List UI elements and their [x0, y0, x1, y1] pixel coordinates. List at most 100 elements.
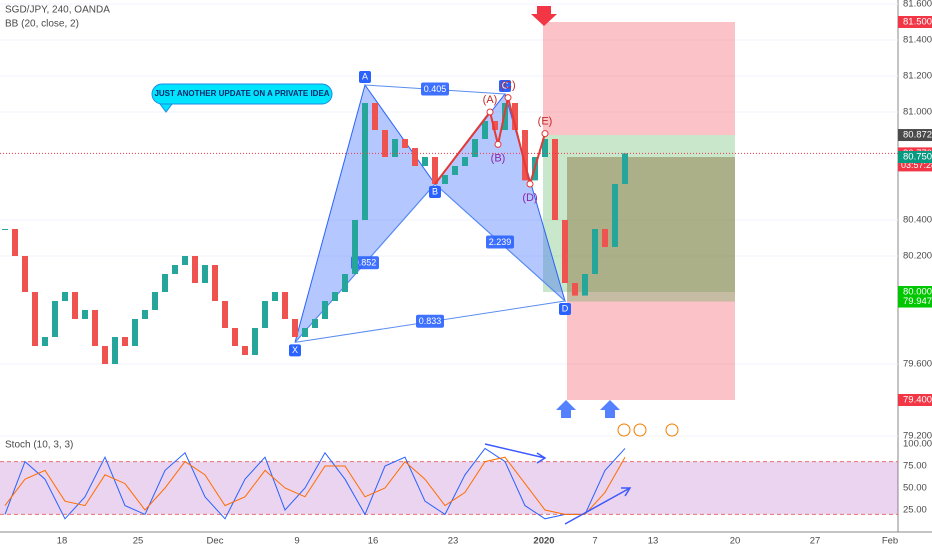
candle [602, 229, 608, 247]
candle [22, 256, 28, 292]
up-arrow [556, 400, 576, 418]
price-label-box [898, 394, 932, 406]
candle [32, 292, 38, 346]
candle [242, 346, 248, 355]
candle [72, 292, 78, 319]
candle [232, 328, 238, 346]
candle [92, 310, 98, 346]
chart-title: SGD/JPY, 240, OANDA [5, 5, 110, 16]
candle [422, 157, 428, 166]
candle [342, 274, 348, 292]
stoch-label: Stoch (10, 3, 3) [5, 440, 73, 451]
y-tick-label: 81.400 [903, 35, 932, 46]
point-box [359, 71, 371, 83]
wave-point [541, 130, 549, 138]
stoch-tick-label: 50.00 [903, 483, 927, 494]
wave-point [504, 94, 512, 102]
candle [592, 229, 598, 274]
event-icon [617, 423, 631, 437]
ratio-box [421, 82, 449, 96]
candle [572, 283, 578, 296]
candle [102, 346, 108, 364]
stop-zone [567, 157, 735, 400]
up-arrow [600, 400, 620, 418]
price-label: 79.400 [903, 395, 932, 406]
point-box [429, 186, 441, 198]
candle [142, 310, 148, 319]
wave-label: (E) [538, 116, 553, 128]
x-tick-label: 18 [57, 536, 68, 547]
wave-label: (A) [483, 94, 498, 106]
x-tick-label: 16 [368, 536, 379, 547]
wave-label: (C) [500, 80, 515, 92]
x-tick-label: 23 [448, 536, 459, 547]
price-label-box [898, 286, 932, 298]
point-box [499, 80, 511, 92]
countdown: 03:57:28 [901, 160, 932, 170]
divergence-arrow [564, 487, 632, 525]
candle [472, 139, 478, 157]
candle [222, 301, 228, 328]
x-tick-label: Feb [882, 536, 898, 547]
point-box [289, 344, 301, 357]
indicator-label: BB (20, close, 2) [5, 19, 79, 30]
y-tick-label: 81.200 [903, 71, 932, 82]
event-icon [665, 423, 679, 437]
callout-tail [159, 103, 173, 113]
candle [512, 103, 518, 130]
candle [542, 139, 548, 157]
candle [12, 229, 18, 256]
candle [62, 292, 68, 301]
candle [392, 139, 398, 157]
candle [352, 220, 358, 274]
point-label: A [362, 71, 368, 81]
callout-text: JUST ANOTHER UPDATE ON A PRIVATE IDEA [154, 89, 329, 98]
candle [452, 166, 458, 175]
point-label: D [562, 303, 569, 313]
candle [332, 292, 338, 301]
candle [482, 121, 488, 139]
ratio-box [416, 314, 444, 328]
ratio-label: 0.405 [424, 84, 447, 94]
candle [282, 292, 288, 319]
candle [552, 139, 558, 220]
candle [252, 328, 258, 355]
candle [502, 103, 508, 130]
candle [562, 220, 568, 283]
candle [462, 157, 468, 166]
stoch-tick-label: 100.00 [903, 439, 932, 450]
candle [52, 301, 58, 337]
candle [372, 103, 378, 130]
down-arrow [531, 6, 557, 26]
point-label: C [502, 80, 509, 90]
point-label: B [432, 186, 438, 196]
x-tick-label: 20 [730, 536, 741, 547]
candle [622, 153, 628, 184]
candle [292, 319, 298, 337]
candle [302, 328, 308, 337]
price-label-box [898, 129, 932, 142]
candle [192, 256, 198, 283]
stop-zone [543, 22, 735, 136]
price-label: 80.750 [903, 152, 932, 163]
price-label: 80.000 [903, 287, 932, 298]
ratio-label: 0.852 [354, 258, 377, 268]
candle [412, 148, 418, 166]
candle [212, 265, 218, 301]
x-tick-label: 25 [133, 536, 144, 547]
price-label: 80.872 [903, 130, 932, 141]
point-box [559, 303, 571, 315]
x-tick-label: 2020 [533, 536, 554, 547]
stoch-d [4, 456, 626, 515]
candle [362, 103, 368, 220]
candle [42, 337, 48, 346]
y-tick-label: 79.600 [903, 359, 932, 370]
candle [582, 274, 588, 296]
candle [612, 184, 618, 247]
x-tick-label: 27 [810, 536, 821, 547]
wave-label: (B) [491, 152, 506, 164]
wave-point [486, 108, 494, 116]
x-tick-label: 13 [648, 536, 659, 547]
stoch-tick-label: 25.00 [903, 505, 927, 516]
